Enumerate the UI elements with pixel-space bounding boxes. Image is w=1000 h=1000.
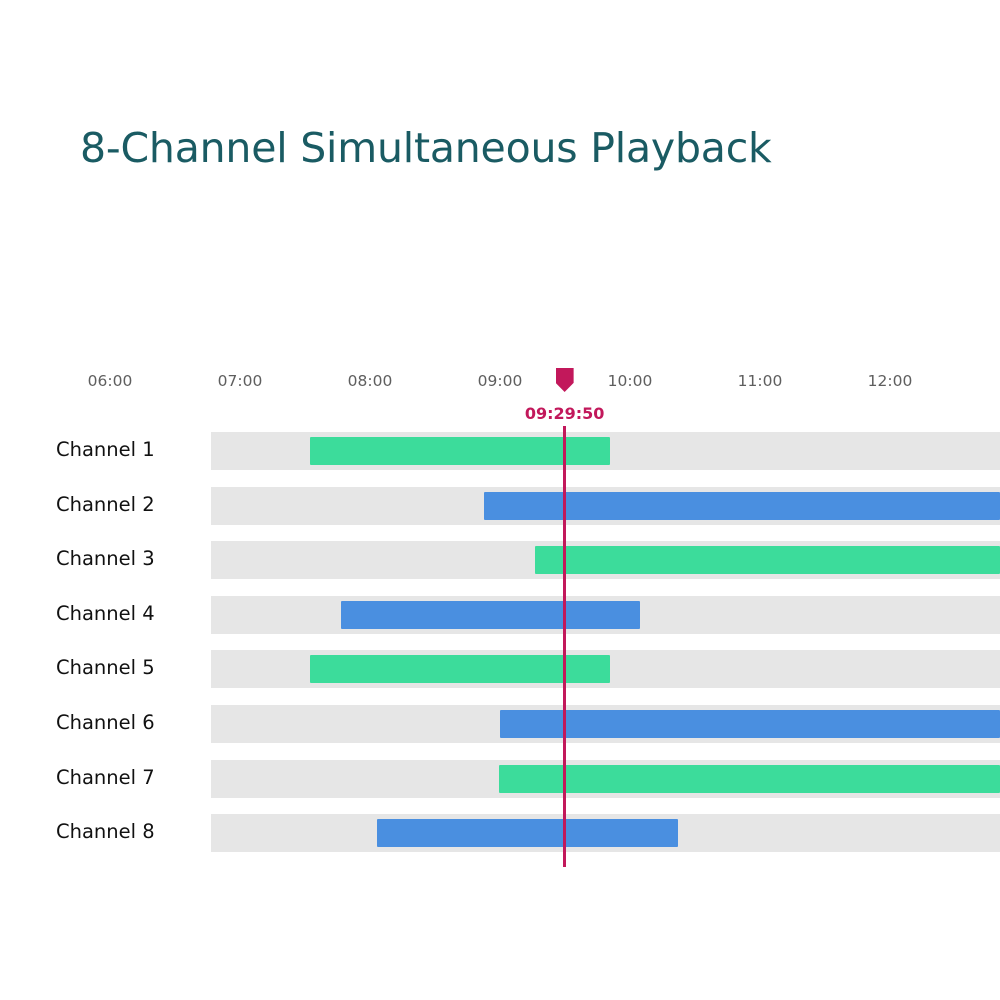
page-title: 8-Channel Simultaneous Playback	[80, 124, 772, 172]
axis-tick-label: 07:00	[217, 372, 263, 390]
channel-row-label: Channel 5	[56, 656, 155, 680]
channel-row-label: Channel 4	[56, 601, 155, 625]
channel-row-label: Channel 6	[56, 711, 155, 734]
channel-row-label: Channel 1	[56, 438, 155, 461]
axis-tick-label: 08:00	[347, 372, 393, 390]
recording-segment[interactable]	[310, 437, 611, 465]
recording-segment[interactable]	[498, 764, 1000, 793]
recording-segment[interactable]	[535, 546, 1000, 575]
recording-segment[interactable]	[310, 655, 611, 684]
channel-row-label: Channel 3	[56, 547, 155, 571]
recording-segment[interactable]	[500, 710, 1000, 738]
channel-row-label: Channel 8	[56, 820, 155, 844]
axis-tick-label: 10:00	[607, 372, 653, 390]
channel-row-label: Channel 2	[56, 492, 155, 516]
playhead-time-label: 09:29:50	[524, 404, 605, 423]
playhead-handle[interactable]	[555, 368, 574, 392]
axis-tick-label: 06:00	[87, 372, 133, 390]
axis-tick-label: 09:00	[477, 372, 523, 390]
playhead-line[interactable]	[563, 426, 567, 868]
channel-row-label: Channel 7	[56, 765, 155, 789]
recording-segment[interactable]	[376, 819, 679, 848]
axis-tick-label: 11:00	[737, 372, 783, 390]
axis-tick-label: 12:00	[867, 372, 913, 390]
recording-segment[interactable]	[484, 491, 1000, 520]
recording-segment[interactable]	[341, 600, 641, 629]
